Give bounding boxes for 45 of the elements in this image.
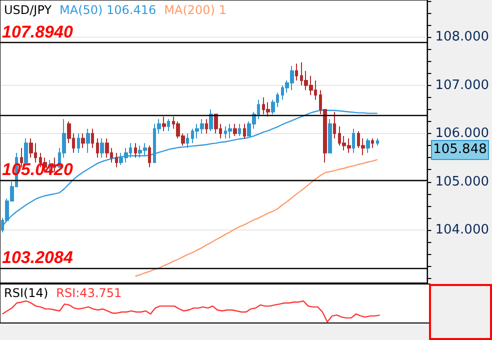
chart-title: USD/JPY [4,3,52,17]
text: MA(50) 106.416 [60,3,156,17]
candlestick [96,138,99,158]
line-series [2,110,378,227]
candlestick [148,145,151,168]
text: 105.848 [431,140,489,160]
candlestick [91,128,94,149]
candlestick [186,133,189,149]
candlestick [134,142,137,158]
candlestick [238,123,241,136]
candlestick [81,133,85,149]
candlestick [86,128,90,154]
text: RSI:43.751 [56,286,122,300]
candlestick [376,138,379,146]
ref-line-label: 107.8940 [2,22,74,42]
candlestick [209,108,213,132]
candlestick [328,118,332,154]
candlestick [105,138,109,158]
candlestick [167,118,170,132]
candlestick [214,114,218,134]
candlestick [295,63,298,82]
candlestick [333,111,336,139]
candlestick [115,152,118,168]
candlestick [162,116,166,132]
ref-line-label: 103.2084 [2,248,74,268]
y-tick-label: 104.000 [435,222,490,238]
candlestick [233,123,237,136]
y-tick-label: 107.000 [435,78,490,93]
candlestick [228,123,232,139]
candlestick [29,138,33,158]
candlestick [243,123,246,139]
y-tick-label: 106.000 [435,126,490,142]
text: MA(200) 1 [164,3,226,17]
candlestick [205,118,208,134]
candlestick [100,138,104,158]
candlestick [266,102,270,118]
y-tick-label: 105.000 [435,174,490,190]
candlestick [24,138,28,163]
chart-title: RSI(14) [4,286,48,300]
line-series [134,158,378,277]
y-tick-label: 108.000 [435,30,490,45]
candlestick [77,133,80,154]
candlestick [352,128,355,154]
candlestick [371,138,374,149]
candlestick [366,138,370,154]
